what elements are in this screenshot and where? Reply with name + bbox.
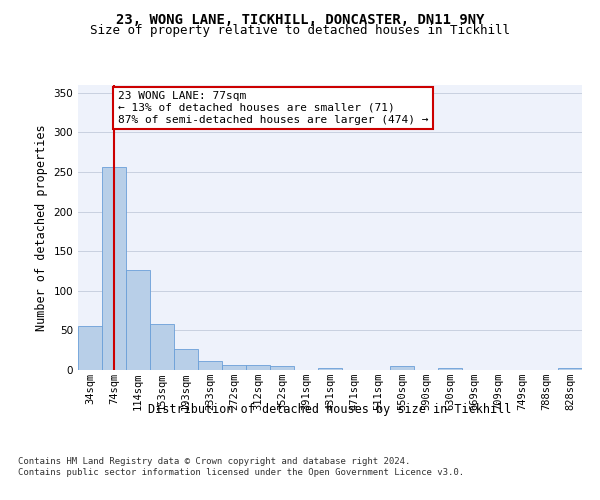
Bar — [246, 365, 270, 370]
Text: 23 WONG LANE: 77sqm
← 13% of detached houses are smaller (71)
87% of semi-detach: 23 WONG LANE: 77sqm ← 13% of detached ho… — [118, 92, 428, 124]
Bar — [438, 368, 462, 370]
Text: Size of property relative to detached houses in Tickhill: Size of property relative to detached ho… — [90, 24, 510, 37]
Bar — [390, 366, 414, 370]
Bar — [198, 360, 222, 370]
Bar — [558, 368, 582, 370]
Bar — [78, 326, 102, 370]
Bar — [270, 366, 294, 370]
Bar — [126, 270, 150, 370]
Bar — [102, 166, 126, 370]
Text: Contains HM Land Registry data © Crown copyright and database right 2024.
Contai: Contains HM Land Registry data © Crown c… — [18, 458, 464, 477]
Bar — [150, 324, 174, 370]
Bar — [222, 365, 246, 370]
Bar — [318, 368, 342, 370]
Bar — [174, 350, 198, 370]
Text: Distribution of detached houses by size in Tickhill: Distribution of detached houses by size … — [148, 402, 512, 415]
Text: 23, WONG LANE, TICKHILL, DONCASTER, DN11 9NY: 23, WONG LANE, TICKHILL, DONCASTER, DN11… — [116, 12, 484, 26]
Y-axis label: Number of detached properties: Number of detached properties — [35, 124, 48, 331]
